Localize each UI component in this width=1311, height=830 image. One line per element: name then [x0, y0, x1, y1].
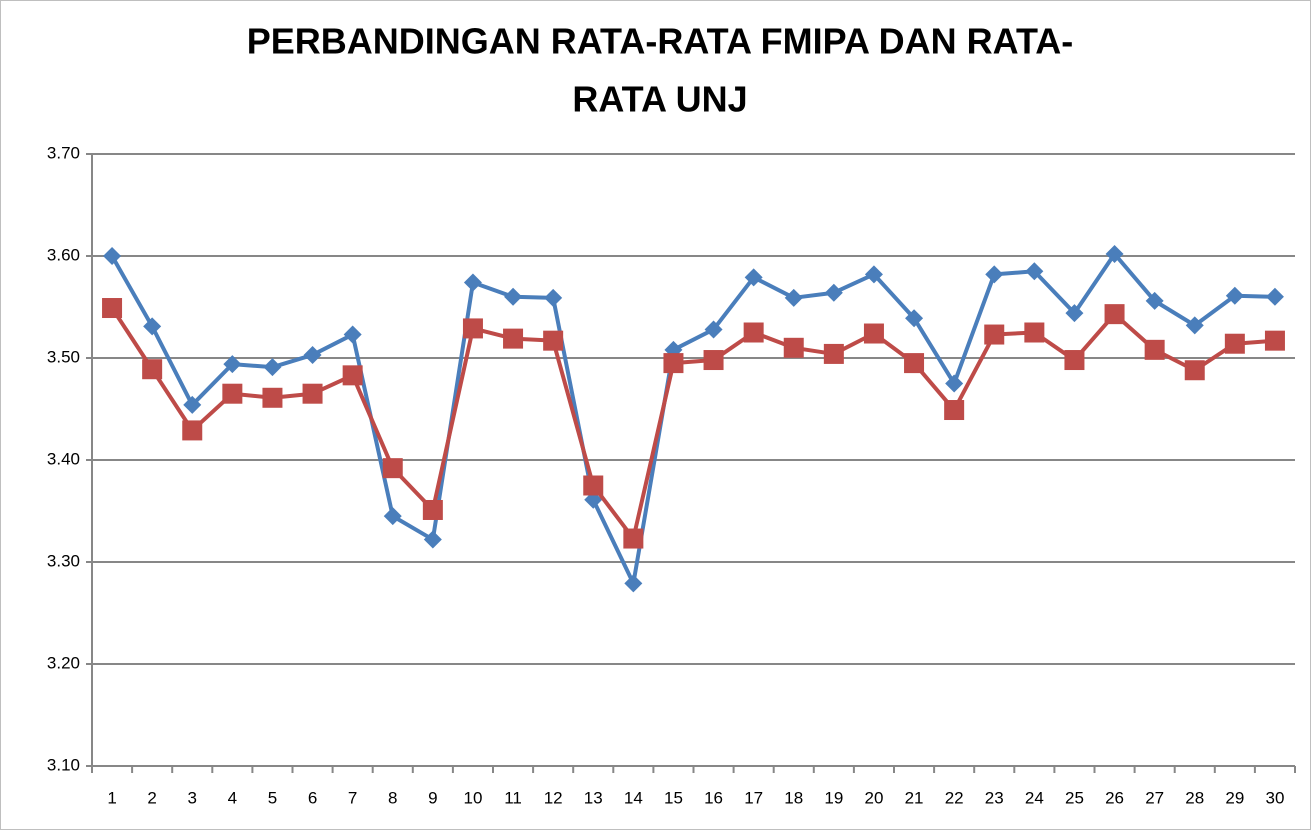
marker — [102, 298, 123, 319]
y-tick-label: 3.50 — [47, 347, 80, 366]
x-tick-label: 23 — [985, 788, 1004, 807]
x-tick-label: 28 — [1185, 788, 1204, 807]
x-tick-label: 6 — [308, 788, 317, 807]
x-tick-label: 24 — [1025, 788, 1044, 807]
marker — [1224, 333, 1245, 354]
marker — [1184, 360, 1205, 381]
marker — [623, 528, 644, 549]
x-tick-label: 12 — [544, 788, 563, 807]
marker — [744, 268, 763, 287]
marker — [543, 330, 564, 351]
marker — [904, 353, 925, 374]
x-tick-label: 1 — [107, 788, 116, 807]
marker — [985, 265, 1004, 284]
y-tick-label: 3.60 — [47, 245, 80, 264]
marker — [1104, 304, 1125, 325]
marker — [544, 288, 563, 307]
x-tick-label: 18 — [784, 788, 803, 807]
marker — [423, 530, 442, 549]
marker — [383, 507, 402, 526]
marker — [583, 475, 604, 496]
x-tick-label: 10 — [463, 788, 482, 807]
marker — [302, 383, 323, 404]
x-tick-label: 22 — [945, 788, 964, 807]
marker — [222, 383, 243, 404]
y-tick-label: 3.30 — [47, 551, 80, 570]
y-tick-label: 3.40 — [47, 449, 80, 468]
x-tick-label: 4 — [228, 788, 237, 807]
marker — [783, 337, 804, 358]
marker — [663, 353, 684, 374]
marker — [223, 355, 242, 374]
marker — [263, 358, 282, 377]
marker — [462, 318, 483, 339]
marker — [1265, 287, 1284, 306]
marker — [984, 324, 1005, 345]
x-tick-label: 30 — [1265, 788, 1284, 807]
marker — [1144, 339, 1165, 360]
marker — [382, 458, 403, 479]
x-tick-label: 27 — [1145, 788, 1164, 807]
marker — [863, 323, 884, 344]
marker — [784, 288, 803, 307]
marker — [503, 328, 524, 349]
x-tick-label: 20 — [864, 788, 883, 807]
x-tick-label: 8 — [388, 788, 397, 807]
marker — [945, 374, 964, 393]
marker — [624, 574, 643, 593]
y-tick-label: 3.10 — [47, 755, 80, 774]
y-tick-label: 3.20 — [47, 653, 80, 672]
marker — [824, 283, 843, 302]
marker — [1025, 262, 1044, 281]
marker — [142, 359, 163, 380]
marker — [183, 395, 202, 414]
x-tick-label: 7 — [348, 788, 357, 807]
marker — [1145, 291, 1164, 310]
x-tick-label: 16 — [704, 788, 723, 807]
marker — [182, 420, 203, 441]
x-tick-label: 13 — [584, 788, 603, 807]
marker — [944, 400, 965, 421]
chart-title: PERBANDINGAN RATA-RATA FMIPA DAN RATA- — [247, 21, 1074, 62]
marker — [1024, 322, 1045, 343]
marker — [905, 309, 924, 328]
marker — [1185, 316, 1204, 335]
marker — [1264, 330, 1285, 351]
marker — [864, 265, 883, 284]
x-tick-label: 26 — [1105, 788, 1124, 807]
marker — [704, 320, 723, 339]
x-tick-label: 14 — [624, 788, 643, 807]
marker — [823, 343, 844, 364]
marker — [342, 365, 363, 386]
marker — [703, 350, 724, 371]
x-tick-label: 5 — [268, 788, 277, 807]
x-tick-label: 11 — [504, 788, 522, 807]
marker — [262, 387, 283, 408]
x-tick-label: 21 — [905, 788, 924, 807]
x-tick-label: 15 — [664, 788, 683, 807]
marker — [1064, 350, 1085, 371]
marker — [1225, 286, 1244, 305]
marker — [143, 317, 162, 336]
x-tick-label: 2 — [147, 788, 156, 807]
x-tick-label: 25 — [1065, 788, 1084, 807]
marker — [422, 499, 443, 520]
marker — [1065, 304, 1084, 323]
marker — [1105, 244, 1124, 263]
y-tick-label: 3.70 — [47, 143, 80, 162]
marker — [343, 325, 362, 344]
chart-title: RATA UNJ — [572, 79, 747, 120]
marker — [463, 273, 482, 292]
x-tick-label: 3 — [188, 788, 197, 807]
x-tick-label: 9 — [428, 788, 437, 807]
marker — [303, 345, 322, 364]
marker — [504, 287, 523, 306]
x-tick-label: 19 — [824, 788, 843, 807]
x-tick-label: 17 — [744, 788, 763, 807]
marker — [743, 322, 764, 343]
marker — [103, 247, 122, 265]
x-tick-label: 29 — [1225, 788, 1244, 807]
